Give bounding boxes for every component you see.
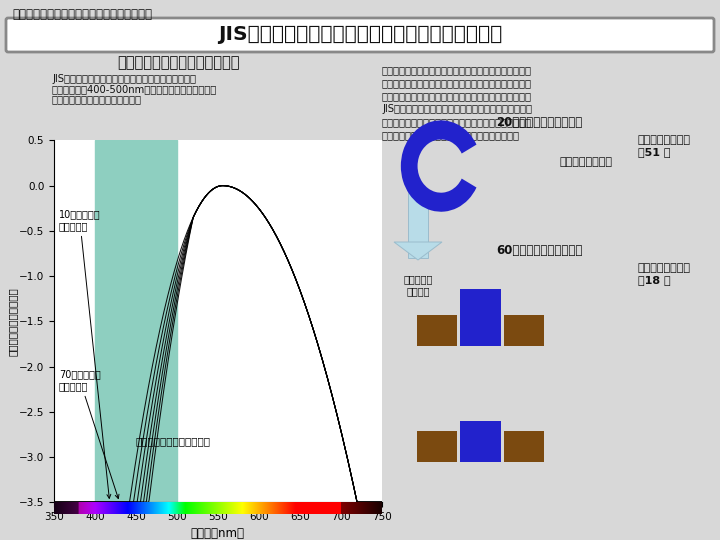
- Text: 人間の視覚は加齢とともに短波長光（青色）に対する: 人間の視覚は加齢とともに短波長光（青色）に対する: [382, 65, 532, 75]
- FancyBboxPatch shape: [6, 18, 714, 52]
- Text: JIS原案：年代別相対輝度の求め方と光の評価方法: JIS原案：年代別相対輝度の求め方と光の評価方法: [218, 25, 502, 44]
- Text: 20歳代の観測者の見え方: 20歳代の観測者の見え方: [496, 116, 582, 129]
- Bar: [417, 431, 457, 462]
- Text: JIS原案では、左記の年代別分光視感効率をもとに高齢: JIS原案では、左記の年代別分光視感効率をもとに高齢: [382, 104, 532, 114]
- Text: 感度が低下する。このため、下記のように青色で書かれ: 感度が低下する。このため、下記のように青色で書かれ: [382, 78, 532, 88]
- Bar: [461, 421, 500, 462]
- Text: 輝度コントラスト: 輝度コントラスト: [638, 263, 691, 273]
- Text: 年代別相対
輝度計算: 年代別相対 輝度計算: [403, 274, 433, 296]
- Text: 10歳代の感度
（平均値）: 10歳代の感度 （平均値）: [59, 209, 111, 498]
- Text: ＝18 ％: ＝18 ％: [638, 275, 670, 285]
- Text: （観測者９１名のデータ）: （観測者９１名のデータ）: [135, 436, 210, 446]
- Text: 高齢者・障害者配慮設計指針－視覚表示物－: 高齢者・障害者配慮設計指針－視覚表示物－: [12, 8, 152, 21]
- Text: 見え方の評価や見やすい表示板の設計に寄与する。: 見え方の評価や見やすい表示板の設計に寄与する。: [382, 130, 520, 140]
- Text: 輝度コントラスト: 輝度コントラスト: [638, 135, 691, 145]
- Bar: [408, 192, 428, 258]
- X-axis label: 波長　（nm）: 波長 （nm）: [191, 528, 245, 540]
- Polygon shape: [394, 242, 442, 260]
- Text: 70歳代の感度
（平均値）: 70歳代の感度 （平均値）: [59, 369, 119, 498]
- Text: JIS原案の基礎となる研究で得られたデータベース。: JIS原案の基礎となる研究で得られたデータベース。: [52, 74, 196, 84]
- Text: （サンプル指標）: （サンプル指標）: [560, 157, 613, 167]
- Wedge shape: [401, 120, 477, 212]
- Bar: [504, 315, 544, 346]
- Text: ＝51 ％: ＝51 ％: [638, 147, 670, 157]
- Bar: [417, 315, 457, 346]
- Y-axis label: 分光視感効率（対数値）: 分光視感効率（対数値）: [7, 287, 17, 356]
- Text: 60歳代の観測者の見え方: 60歳代の観測者の見え方: [496, 244, 582, 256]
- Bar: [504, 431, 544, 462]
- Text: た標識や情報表示板は高齢者にとって見にくくなる。本: た標識や情報表示板は高齢者にとって見にくくなる。本: [382, 91, 532, 101]
- Bar: [461, 289, 500, 346]
- Text: 年齢とともに400-500nmの青や紫領域の光に対する: 年齢とともに400-500nmの青や紫領域の光に対する: [52, 84, 217, 94]
- Text: 感度が低下することが見られる。: 感度が低下することが見られる。: [52, 94, 142, 104]
- Text: 者と若年者の視覚的コントラストが計算でき、高齢者の: 者と若年者の視覚的コントラストが計算でき、高齢者の: [382, 117, 532, 127]
- Text: 分光視感効率の年齢変化データ: 分光視感効率の年齢変化データ: [117, 56, 239, 71]
- Bar: [95, 140, 177, 502]
